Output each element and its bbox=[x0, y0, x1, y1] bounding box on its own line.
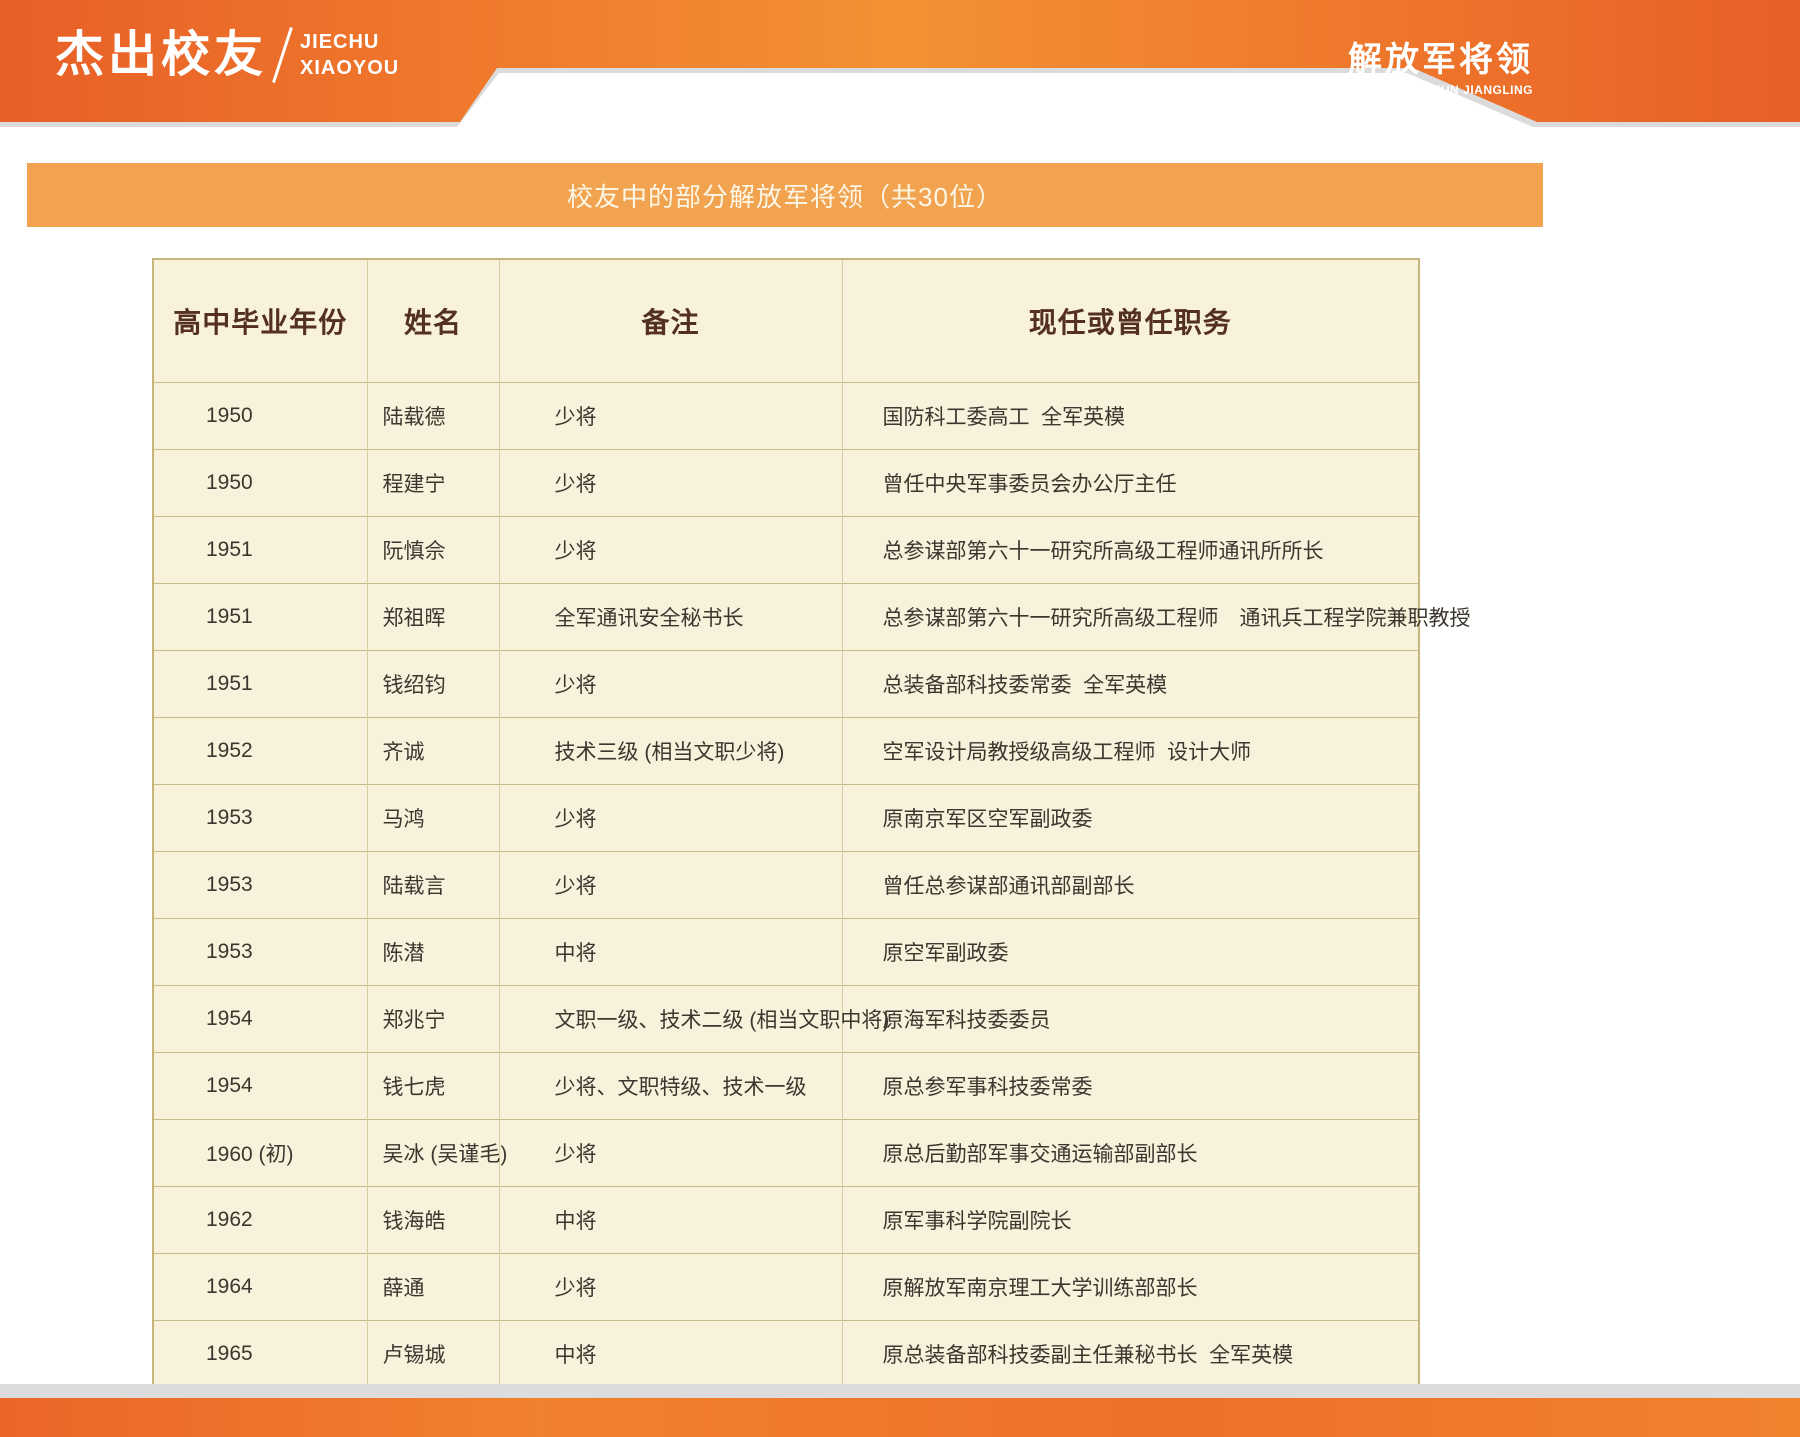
name-cell: 阮慎佘 bbox=[367, 516, 500, 584]
name-cell: 吴冰 (吴谨毛) bbox=[367, 1119, 507, 1187]
table-row: 1964 薛通 少将 原解放军南京理工大学训练部部长 bbox=[154, 1253, 1418, 1321]
position-cell: 曾任中央军事委员会办公厅主任 bbox=[842, 449, 1418, 517]
pinyin-line-1: JIECHU bbox=[300, 31, 380, 53]
column-header-position: 现任或曾任职务 bbox=[1028, 307, 1232, 338]
year-cell: 1953 bbox=[154, 918, 368, 986]
column-header-name: 姓名 bbox=[367, 260, 500, 383]
position-cell: 总参谋部第六十一研究所高级工程师 通讯兵工程学院兼职教授 bbox=[842, 583, 1471, 651]
table: 高中毕业年份 姓名 备注 现任或曾任职务 1950 陆载德 少将 国防科工委高工… bbox=[154, 260, 1471, 1387]
alumni-generals-table: 高中毕业年份 姓名 备注 现任或曾任职务 1950 陆载德 少将 国防科工委高工… bbox=[152, 258, 1471, 1389]
note-cell: 少将 bbox=[499, 1253, 843, 1321]
table-row: 1952 齐诚 技术三级 (相当文职少将) 空军设计局教授级高级工程师 设计大师 bbox=[154, 717, 1418, 785]
table-row: 1960 (初) 吴冰 (吴谨毛) 少将 原总后勤部军事交通运输部副部长 bbox=[154, 1119, 1418, 1187]
position-cell: 原南京军区空军副政委 bbox=[842, 784, 1418, 852]
position-cell: 国防科工委高工 全军英模 bbox=[842, 382, 1418, 450]
position-cell: 曾任总参谋部通讯部副部长 bbox=[842, 851, 1418, 919]
table-row: 1954 钱七虎 少将、文职特级、技术一级 原总参军事科技委常委 bbox=[154, 1052, 1418, 1120]
name-cell: 钱七虎 bbox=[367, 1052, 500, 1120]
year-cell: 1953 bbox=[154, 784, 368, 852]
column-header-graduation-year: 高中毕业年份 bbox=[154, 260, 368, 383]
table-row: 1953 马鸿 少将 原南京军区空军副政委 bbox=[154, 784, 1418, 852]
table-row: 1953 陈潜 中将 原空军副政委 bbox=[154, 918, 1418, 986]
table-row: 1953 陆载言 少将 曾任总参谋部通讯部副部长 bbox=[154, 851, 1418, 919]
table-row: 1951 阮慎佘 少将 总参谋部第六十一研究所高级工程师通讯所所长 bbox=[154, 516, 1418, 584]
name-cell: 齐诚 bbox=[367, 717, 500, 785]
section-title: 解放军将领 bbox=[1348, 41, 1533, 79]
note-cell: 中将 bbox=[499, 1186, 843, 1254]
note-cell: 少将 bbox=[499, 449, 843, 517]
year-cell: 1965 bbox=[154, 1320, 368, 1387]
section-title-group: 解放军将领 JIEFANGJUN JIANGLING bbox=[1348, 40, 1533, 97]
note-cell: 文职一级、技术二级 (相当文职中将) bbox=[499, 985, 889, 1053]
position-cell: 总参谋部第六十一研究所高级工程师通讯所所长 bbox=[842, 516, 1418, 584]
position-cell: 原海军科技委委员 bbox=[842, 985, 1418, 1053]
year-cell: 1964 bbox=[154, 1253, 368, 1321]
position-cell: 原总后勤部军事交通运输部副部长 bbox=[842, 1119, 1418, 1187]
note-cell: 少将 bbox=[499, 516, 843, 584]
year-cell: 1952 bbox=[154, 717, 368, 785]
pinyin-line-2: XIAOYOU bbox=[300, 57, 400, 79]
position-cell: 原总参军事科技委常委 bbox=[842, 1052, 1418, 1120]
name-cell: 陆载德 bbox=[367, 382, 500, 450]
note-cell: 中将 bbox=[499, 918, 843, 986]
note-cell: 技术三级 (相当文职少将) bbox=[499, 717, 843, 785]
column-header-note: 备注 bbox=[499, 260, 843, 383]
year-cell: 1951 bbox=[154, 516, 368, 584]
name-cell: 薛通 bbox=[367, 1253, 500, 1321]
table-body: 1950 陆载德 少将 国防科工委高工 全军英模 1950 程建宁 少将 曾任中… bbox=[154, 382, 1471, 1387]
subtitle-banner-text: 校友中的部分解放军将领（共30位） bbox=[567, 181, 1003, 212]
name-cell: 卢锡城 bbox=[367, 1320, 500, 1387]
name-cell: 马鸿 bbox=[367, 784, 500, 852]
page-header: 杰出校友 JIECHU XIAOYOU 解放军将领 JIEFANGJUN JIA… bbox=[0, 0, 1800, 135]
table-row: 1950 程建宁 少将 曾任中央军事委员会办公厅主任 bbox=[154, 449, 1418, 517]
section-title-pinyin: JIEFANGJUN JIANGLING bbox=[1378, 82, 1533, 97]
year-cell: 1962 bbox=[154, 1186, 368, 1254]
name-cell: 陈潜 bbox=[367, 918, 500, 986]
name-cell: 郑兆宁 bbox=[367, 985, 500, 1053]
table-row: 1951 钱绍钧 少将 总装备部科技委常委 全军英模 bbox=[154, 650, 1418, 718]
name-cell: 郑祖晖 bbox=[367, 583, 500, 651]
year-cell: 1951 bbox=[154, 583, 368, 651]
table-row: 1951 郑祖晖 全军通讯安全秘书长 总参谋部第六十一研究所高级工程师 通讯兵工… bbox=[154, 583, 1471, 651]
year-cell: 1951 bbox=[154, 650, 368, 718]
note-cell: 少将 bbox=[499, 1119, 843, 1187]
subtitle-banner: 校友中的部分解放军将领（共30位） bbox=[27, 163, 1543, 227]
table-row: 1965 卢锡城 中将 原总装备部科技委副主任兼秘书长 全军英模 bbox=[154, 1320, 1418, 1387]
note-cell: 少将 bbox=[499, 382, 843, 450]
name-cell: 钱绍钧 bbox=[367, 650, 500, 718]
position-cell: 原空军副政委 bbox=[842, 918, 1418, 986]
note-cell: 少将、文职特级、技术一级 bbox=[499, 1052, 843, 1120]
position-cell: 总装备部科技委常委 全军英模 bbox=[842, 650, 1418, 718]
note-cell: 中将 bbox=[499, 1320, 843, 1387]
position-cell: 原军事科学院副院长 bbox=[842, 1186, 1418, 1254]
year-cell: 1960 (初) bbox=[154, 1119, 368, 1187]
title-divider bbox=[272, 26, 293, 84]
footer-shadow-strip bbox=[0, 1384, 1800, 1398]
page-title-pinyin: JIECHU XIAOYOU bbox=[300, 29, 399, 81]
note-cell: 少将 bbox=[499, 784, 843, 852]
page-title: 杰出校友 bbox=[55, 27, 268, 82]
position-cell: 空军设计局教授级高级工程师 设计大师 bbox=[842, 717, 1418, 785]
table-row: 1954 郑兆宁 文职一级、技术二级 (相当文职中将) 原海军科技委委员 bbox=[154, 985, 1418, 1053]
note-cell: 少将 bbox=[499, 851, 843, 919]
name-cell: 钱海皓 bbox=[367, 1186, 500, 1254]
year-cell: 1950 bbox=[154, 449, 368, 517]
name-cell: 程建宁 bbox=[367, 449, 500, 517]
footer-orange-band bbox=[0, 1398, 1800, 1437]
year-cell: 1950 bbox=[154, 382, 368, 450]
note-cell: 少将 bbox=[499, 650, 843, 718]
position-cell: 原解放军南京理工大学训练部部长 bbox=[842, 1253, 1418, 1321]
table-row: 1950 陆载德 少将 国防科工委高工 全军英模 bbox=[154, 382, 1418, 450]
year-cell: 1954 bbox=[154, 1052, 368, 1120]
note-cell: 全军通讯安全秘书长 bbox=[499, 583, 843, 651]
position-cell: 原总装备部科技委副主任兼秘书长 全军英模 bbox=[842, 1320, 1418, 1387]
table-row: 1962 钱海皓 中将 原军事科学院副院长 bbox=[154, 1186, 1418, 1254]
name-cell: 陆载言 bbox=[367, 851, 500, 919]
table-header-row: 高中毕业年份 姓名 备注 现任或曾任职务 bbox=[154, 260, 1418, 383]
year-cell: 1953 bbox=[154, 851, 368, 919]
header-title-group: 杰出校友 JIECHU XIAOYOU bbox=[55, 26, 399, 84]
year-cell: 1954 bbox=[154, 985, 368, 1053]
